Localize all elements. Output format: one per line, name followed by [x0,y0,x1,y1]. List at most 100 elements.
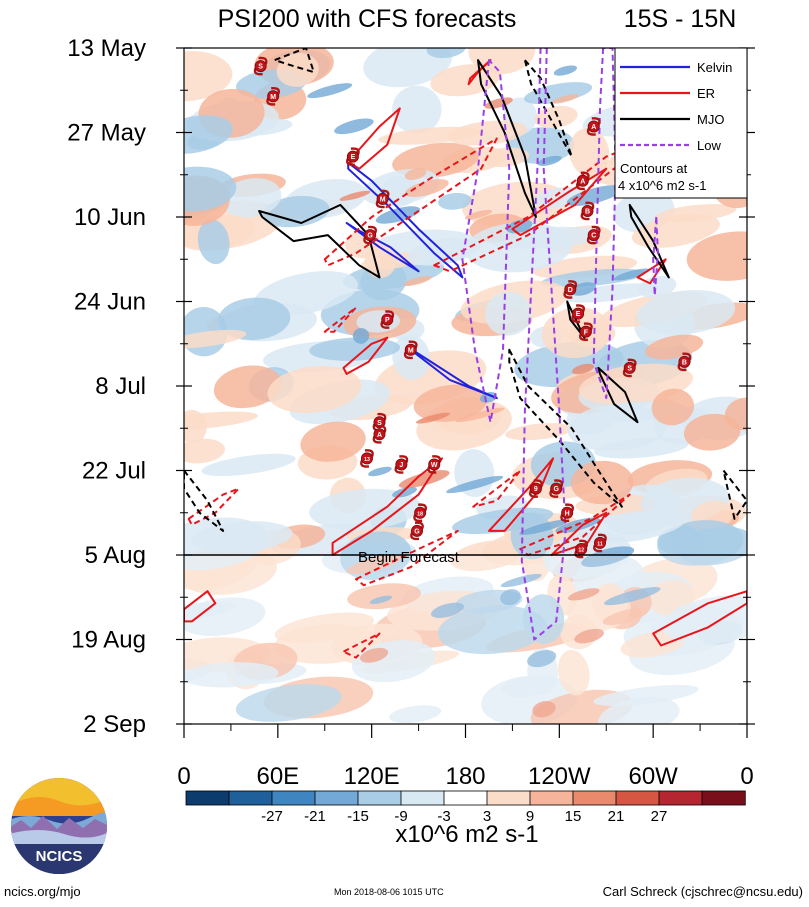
footer-website: ncics.org/mjo [4,884,81,899]
psi200-anomaly-field [184,48,747,724]
contour-er-14 [433,137,655,273]
x-tick-label-3: 180 [445,763,485,790]
cyclone-marker-12: P [380,310,395,329]
contour-er-6 [636,258,667,285]
contour-mjo-26 [273,48,315,74]
cyclone-marker-18: 13 [360,449,374,468]
cyclone-marker-19: J [394,455,409,474]
logo-text: NCICS [36,848,83,865]
colorbar-tick-label-0: -27 [261,808,283,825]
contour-er-16 [187,487,240,526]
cyclone-marker-25: H [560,503,575,523]
colorbar-swatch-10 [615,790,660,806]
cyclone-marker-label-9: D [568,287,573,294]
cyclone-marker-label-18: 13 [364,457,370,463]
legend-label-mjo: MJO [697,112,724,127]
y-tick-label-6: 5 Aug [85,542,146,569]
colorbar-unit: x10^6 m2 s-1 [395,821,538,848]
colorbar-tick-label-7: 15 [565,808,582,825]
x-tick-label-6: 0 [740,763,753,790]
contour-low-32 [520,48,567,641]
cyclone-marker-label-11: F [584,329,589,336]
footer-author: Carl Schreck (cjschrec@ncsu.edu) [602,884,803,899]
cyclone-marker-label-25: H [565,510,570,517]
cyclone-marker-24: G [410,521,424,541]
ncics-logo: NCICS [9,776,109,876]
contour-er-17 [355,529,459,587]
colorbar-swatch-3 [314,790,359,806]
y-tick-label-5: 22 Jul [82,458,146,485]
colorbar-swatch-11 [658,790,703,806]
cyclone-marker-label-3: E [351,154,356,161]
cyclone-marker-label-7: C [591,233,596,240]
colorbar-swatch-12 [701,790,746,806]
cyclone-marker-4: M [375,189,390,209]
colorbar-swatch-6 [443,790,488,806]
contour-er-15 [323,306,357,333]
cyclone-marker-17: A [372,424,387,444]
y-tick-label-1: 27 May [67,120,146,147]
colorbar-tick-label-9: 27 [651,808,668,825]
contour-kelvin-1 [345,222,420,273]
colorbar-tick-label-3: -9 [394,808,407,825]
x-tick-label-5: 60W [628,763,678,790]
contour-er-4 [467,59,492,86]
contour-er-13 [323,137,498,267]
cyclone-marker-14: S [622,358,637,378]
x-tick-label-0: 0 [177,763,190,790]
cyclone-marker-label-23: 18 [417,511,423,517]
colorbar-swatch-0 [185,790,230,806]
colorbar-tick-label-1: -21 [304,808,326,825]
cyclone-marker-label-20: W [431,462,438,469]
cyclone-marker-2: A [586,117,601,136]
cyclone-marker-8: G [363,225,377,245]
cyclone-marker-label-0: S [258,64,263,71]
contour-mjo-30 [722,469,747,520]
contour-er-19 [519,493,631,556]
cyclone-marker-22: G [549,479,564,498]
contour-low-31 [461,59,511,424]
cyclone-marker-label-2: A [591,124,596,131]
cyclone-marker-label-24: G [414,528,420,535]
cyclone-marker-5: A [575,171,590,191]
footer-timestamp: Mon 2018-08-06 1015 UTC [334,887,444,897]
colorbar-swatch-1 [228,790,273,806]
contour-kelvin-0 [347,161,464,279]
cyclone-marker-27: 11 [593,533,607,553]
colorbar-tick-label-2: -15 [347,808,369,825]
cyclone-marker-label-6: B [585,209,590,216]
cyclone-marker-label-1: M [270,94,276,101]
chart-region: 15S - 15N [624,5,737,33]
contour-er-8 [331,457,443,556]
contour-er-11 [184,590,217,623]
cyclone-marker-label-19: J [399,462,403,469]
cyclone-marker-7: C [586,225,601,245]
cyclone-marker-20: W [427,455,442,474]
forecast-begin-label: Begin Forecast [358,549,460,566]
contour-er-9 [488,457,555,532]
cyclone-marker-label-21: 9 [534,486,538,493]
legend-note-line1: Contours at [620,161,688,176]
y-tick-label-3: 24 Jun [74,289,146,316]
legend-label-er: ER [697,86,715,101]
cyclone-marker-9: D [563,280,578,299]
legend-note-line2: 4 x10^6 m2 s-1 [618,178,706,193]
x-tick-label-2: 120E [344,763,400,790]
colorbar-swatch-4 [357,790,402,806]
cyclone-marker-label-10: E [576,311,581,318]
cyclone-marker-6: B [580,201,595,221]
axes: 13 May 27 May 10 Jun 24 Jun 8 Jul 22 Jul 5 Aug… [67,35,755,790]
cyclone-marker-26: 12 [574,539,589,559]
contour-mjo-25 [597,366,639,424]
cyclone-marker-label-16: S [377,420,382,427]
cyclone-marker-label-14: S [627,365,632,372]
cyclone-marker-13: M [403,340,418,360]
contour-mjo-24 [566,300,586,339]
contour-mjo-21 [258,203,381,279]
legend: Kelvin ER MJO Low Contours at 4 x10^6 m2 s-… [614,47,748,199]
cyclone-marker-label-8: G [367,233,373,240]
colorbar-tick-label-4: -3 [437,808,450,825]
contour-mjo-29 [184,469,225,532]
contour-mjo-23 [628,203,670,279]
